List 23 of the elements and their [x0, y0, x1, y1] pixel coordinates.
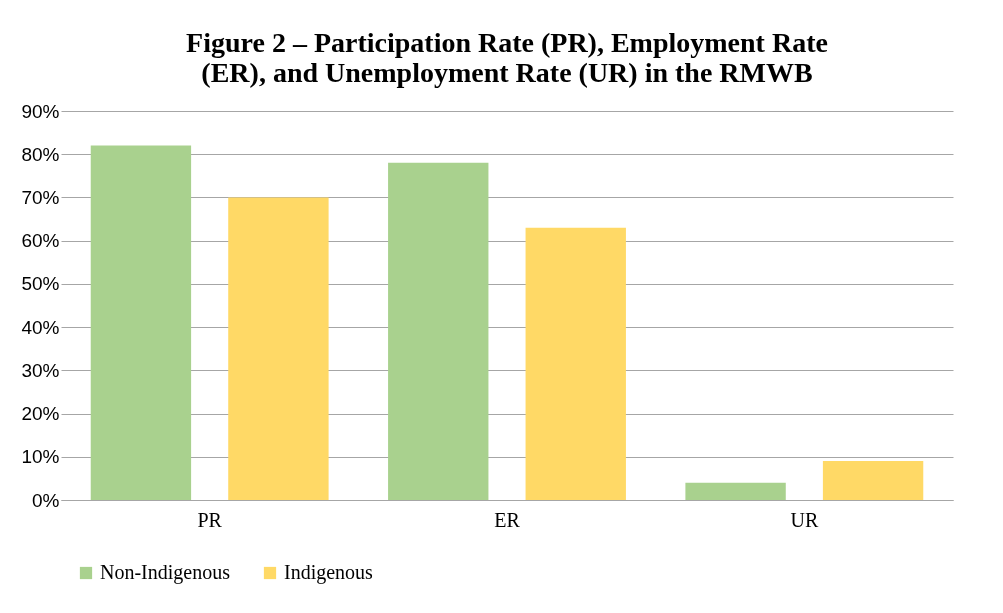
y-tick-label: 90% — [21, 100, 60, 122]
y-tick-label: 20% — [21, 403, 60, 425]
y-tick-label: 0% — [32, 489, 60, 511]
text: Figure 2 – Participation Rate (PR), Employment Rate — [186, 27, 828, 58]
bar — [525, 227, 626, 500]
bar — [822, 461, 924, 500]
x-tick-label: ER — [494, 508, 521, 531]
text: (ER), and Unemployment Rate (UR) in the RMWB — [201, 57, 813, 88]
y-tick-label: 40% — [21, 316, 60, 338]
x-tick-label: UR — [790, 508, 819, 531]
legend-label: Indigenous — [284, 561, 374, 584]
legend-label: Non-Indigenous — [100, 561, 231, 584]
y-tick-label: 50% — [21, 273, 60, 295]
y-tick-label: 10% — [21, 446, 60, 468]
y-tick-label: 60% — [21, 230, 60, 252]
bar — [685, 482, 786, 500]
y-tick-label: 70% — [21, 186, 60, 208]
bar — [228, 197, 329, 500]
y-tick-label: 30% — [21, 359, 60, 381]
x-tick-label: PR — [197, 508, 223, 531]
bar — [90, 145, 192, 500]
bar — [388, 162, 489, 500]
y-tick-label: 80% — [21, 143, 60, 165]
